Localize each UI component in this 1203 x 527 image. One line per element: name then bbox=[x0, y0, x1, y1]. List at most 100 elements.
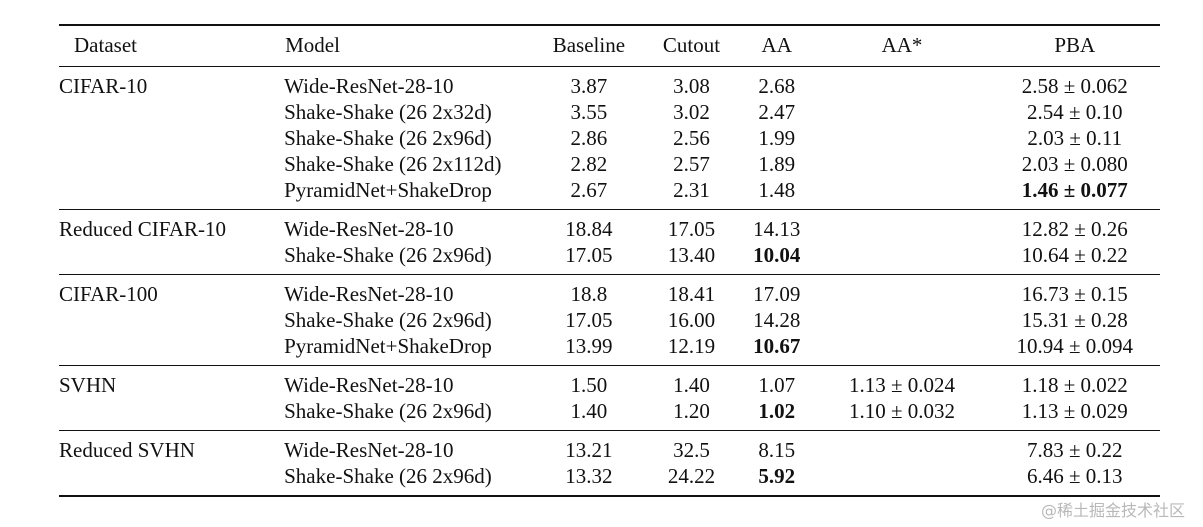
results-table-container: Dataset Model Baseline Cutout AA AA* PBA… bbox=[59, 24, 1160, 497]
cell-aa: 10.04 bbox=[738, 242, 815, 275]
table-row: CIFAR-10 Wide-ResNet-28-10 3.87 3.08 2.68 2.5… bbox=[59, 67, 1160, 100]
cell-aa-star bbox=[814, 333, 990, 366]
cell-baseline: 17.05 bbox=[533, 242, 644, 275]
cell-cutout: 2.31 bbox=[643, 177, 739, 210]
table-row: SVHN Wide-ResNet-28-10 1.50 1.40 1.07 1.13 ± … bbox=[59, 366, 1160, 399]
cell-cutout: 3.02 bbox=[673, 100, 710, 124]
cell-baseline: 3.87 bbox=[570, 74, 608, 98]
cell-aa: 10.67 bbox=[738, 333, 815, 366]
cell-pba: 7.83 ± 0.22 bbox=[1027, 438, 1123, 462]
cell-baseline: 1.50 bbox=[570, 373, 608, 397]
cell-dataset bbox=[59, 125, 284, 151]
dataset-group: SVHN Wide-ResNet-28-10 1.50 1.40 1.07 1.13 ± … bbox=[59, 366, 1160, 431]
cell-aa-star bbox=[814, 307, 989, 333]
cell-cutout: 32.5 bbox=[673, 438, 710, 462]
table-row: CIFAR-100 Wide-ResNet-28-10 18.8 18.41 17.09… bbox=[59, 275, 1160, 308]
table-row: Reduced CIFAR-10 Wide-ResNet-28-10 18.84 17… bbox=[59, 210, 1160, 243]
cell-cutout: 1.20 bbox=[643, 398, 739, 431]
dataset-group: CIFAR-10 Wide-ResNet-28-10 3.87 3.08 2.68 2.5… bbox=[59, 67, 1160, 210]
table-row: Shake-Shake (26 2x112d) 2.82 2.57 1.89 2.03 … bbox=[59, 151, 1160, 177]
cell-cutout: 1.40 bbox=[673, 373, 710, 397]
cell-baseline: 2.67 bbox=[533, 177, 644, 210]
cell-model: Shake-Shake (26 2x96d) bbox=[284, 308, 492, 332]
cell-dataset: CIFAR-100 bbox=[59, 282, 158, 306]
cell-pba: 15.31 ± 0.28 bbox=[1021, 308, 1128, 332]
cell-dataset bbox=[59, 242, 285, 275]
cell-pba: 2.03 ± 0.080 bbox=[1021, 152, 1128, 176]
cell-pba: 1.18 ± 0.022 bbox=[1021, 373, 1128, 397]
cell-model: Shake-Shake (26 2x112d) bbox=[284, 152, 502, 176]
cell-dataset bbox=[59, 151, 284, 177]
cell-baseline: 18.84 bbox=[565, 217, 613, 241]
cell-aa-star bbox=[814, 177, 990, 210]
cell-dataset: Reduced CIFAR-10 bbox=[59, 217, 227, 241]
cell-cutout: 3.08 bbox=[673, 74, 710, 98]
cell-dataset bbox=[59, 99, 284, 125]
cell-aa: 1.02 bbox=[738, 398, 815, 431]
header-pba: PBA bbox=[989, 24, 1160, 67]
cell-pba: 6.46 ± 0.13 bbox=[989, 463, 1160, 497]
cell-cutout: 2.56 bbox=[673, 126, 710, 150]
dataset-group: Reduced SVHN Wide-ResNet-28-10 13.21 32.5 8.… bbox=[59, 431, 1160, 497]
cell-model: Shake-Shake (26 2x32d) bbox=[284, 100, 492, 124]
cell-model: Wide-ResNet-28-10 bbox=[284, 217, 454, 241]
cell-pba: 2.58 ± 0.062 bbox=[1021, 74, 1128, 98]
cell-aa: 14.13 bbox=[753, 217, 801, 241]
cell-baseline: 13.21 bbox=[565, 438, 613, 462]
cell-aa: 8.15 bbox=[758, 438, 796, 462]
cell-cutout: 18.41 bbox=[667, 282, 716, 306]
cell-cutout: 17.05 bbox=[667, 217, 716, 241]
cell-baseline: 17.05 bbox=[565, 308, 613, 332]
cell-aa: 14.28 bbox=[753, 308, 801, 332]
cell-baseline: 2.82 bbox=[570, 152, 608, 176]
cell-dataset bbox=[59, 333, 285, 366]
cell-aa-star bbox=[814, 67, 989, 100]
cell-pba: 1.46 ± 0.077 bbox=[989, 177, 1160, 210]
header-cutout: Cutout bbox=[643, 24, 739, 67]
cell-model: Wide-ResNet-28-10 bbox=[284, 373, 454, 397]
header-aa-star: AA* bbox=[814, 24, 990, 67]
table-row: PyramidNet+ShakeDrop 2.67 2.31 1.48 1.46 ± 0… bbox=[59, 177, 1160, 210]
cell-aa-star bbox=[814, 125, 989, 151]
cell-pba: 10.64 ± 0.22 bbox=[989, 242, 1160, 275]
cell-aa-star: 1.13 ± 0.024 bbox=[848, 373, 956, 397]
cell-model: Shake-Shake (26 2x96d) bbox=[284, 398, 534, 431]
cell-dataset: CIFAR-10 bbox=[59, 74, 148, 98]
cell-aa-star: 1.10 ± 0.032 bbox=[814, 398, 990, 431]
table-row: PyramidNet+ShakeDrop 13.99 12.19 10.67 10.94… bbox=[59, 333, 1160, 366]
cell-aa-star bbox=[814, 151, 989, 177]
cell-pba: 12.82 ± 0.26 bbox=[1021, 217, 1128, 241]
results-table: Dataset Model Baseline Cutout AA AA* PBA… bbox=[59, 24, 1160, 497]
cell-baseline: 2.86 bbox=[570, 126, 608, 150]
cell-dataset bbox=[59, 177, 285, 210]
cell-pba: 2.03 ± 0.11 bbox=[1027, 126, 1123, 150]
cell-aa: 2.47 bbox=[758, 100, 796, 124]
table-row: Shake-Shake (26 2x96d) 2.86 2.56 1.99 2.03 ±… bbox=[59, 125, 1160, 151]
cell-aa-star bbox=[814, 99, 989, 125]
cell-cutout: 13.40 bbox=[643, 242, 739, 275]
cell-dataset bbox=[59, 307, 284, 333]
header-baseline: Baseline bbox=[533, 24, 644, 67]
cell-cutout: 24.22 bbox=[643, 463, 739, 497]
cell-dataset bbox=[59, 463, 285, 497]
cell-pba: 16.73 ± 0.15 bbox=[1021, 282, 1128, 306]
cell-aa: 1.07 bbox=[758, 373, 796, 397]
header-dataset: Dataset bbox=[59, 24, 285, 67]
table-row: Reduced SVHN Wide-ResNet-28-10 13.21 32.5 8.… bbox=[59, 431, 1160, 464]
cell-model: Wide-ResNet-28-10 bbox=[284, 438, 454, 462]
table-row: Shake-Shake (26 2x96d) 17.05 16.00 14.28 15.… bbox=[59, 307, 1160, 333]
cell-baseline: 13.99 bbox=[533, 333, 644, 366]
cell-aa: 17.09 bbox=[753, 282, 801, 306]
cell-model: Shake-Shake (26 2x96d) bbox=[284, 463, 534, 497]
cell-pba: 10.94 ± 0.094 bbox=[989, 333, 1160, 366]
cell-baseline: 13.32 bbox=[533, 463, 644, 497]
cell-cutout: 2.57 bbox=[673, 152, 710, 176]
cell-pba: 1.13 ± 0.029 bbox=[989, 398, 1160, 431]
table-header-row: Dataset Model Baseline Cutout AA AA* PBA bbox=[59, 24, 1160, 67]
cell-aa-star bbox=[814, 242, 990, 275]
cell-model: PyramidNet+ShakeDrop bbox=[284, 333, 534, 366]
header-aa: AA bbox=[738, 24, 815, 67]
cell-aa-star bbox=[814, 275, 989, 308]
cell-baseline: 1.40 bbox=[533, 398, 644, 431]
cell-cutout: 12.19 bbox=[643, 333, 739, 366]
